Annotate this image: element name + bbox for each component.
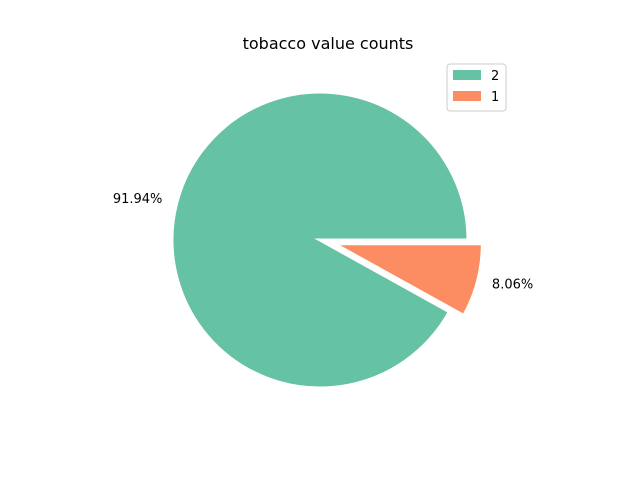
legend-label-2: 2 (491, 69, 499, 84)
chart-title: tobacco value counts (243, 34, 414, 53)
pie-label-2: 91.94% (113, 192, 163, 207)
pie-label-1: 8.06% (492, 277, 533, 292)
pie-labels: 91.94% 8.06% (113, 192, 533, 292)
pie-slice-2 (170, 90, 470, 390)
pie-slice-1 (328, 242, 484, 318)
legend-swatch-2 (453, 70, 481, 80)
legend: 21 (446, 63, 507, 112)
pie-slices (170, 90, 484, 390)
legend-swatch-1 (453, 91, 481, 101)
legend-label-1: 1 (491, 90, 499, 105)
